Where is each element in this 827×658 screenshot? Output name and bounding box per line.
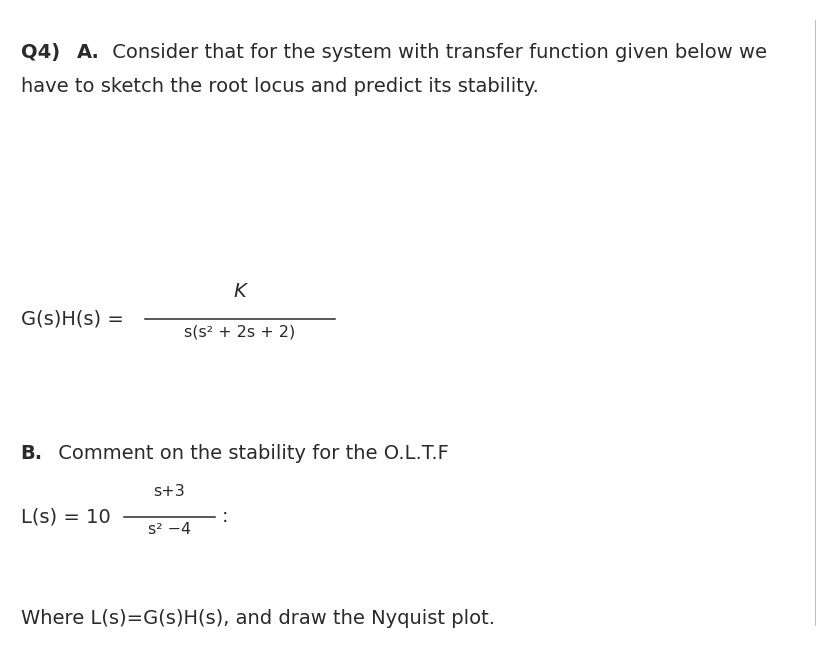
Text: Where L(s)=G(s)H(s), and draw the Nyquist plot.: Where L(s)=G(s)H(s), and draw the Nyquis… [21,609,495,628]
Text: A.: A. [77,43,100,62]
Text: B.: B. [21,444,43,463]
Text: :: : [222,507,228,526]
Text: L(s) = 10: L(s) = 10 [21,507,111,526]
Text: Q4): Q4) [21,43,60,62]
Text: K: K [233,282,246,301]
Text: Comment on the stability for the O.L.T.F: Comment on the stability for the O.L.T.F [52,444,449,463]
Text: s² −4: s² −4 [148,522,191,537]
Text: Consider that for the system with transfer function given below we: Consider that for the system with transf… [106,43,767,62]
Text: s+3: s+3 [154,484,185,499]
Text: G(s)H(s) =: G(s)H(s) = [21,310,130,328]
Text: s(s² + 2s + 2): s(s² + 2s + 2) [184,324,295,340]
Text: have to sketch the root locus and predict its stability.: have to sketch the root locus and predic… [21,77,538,96]
